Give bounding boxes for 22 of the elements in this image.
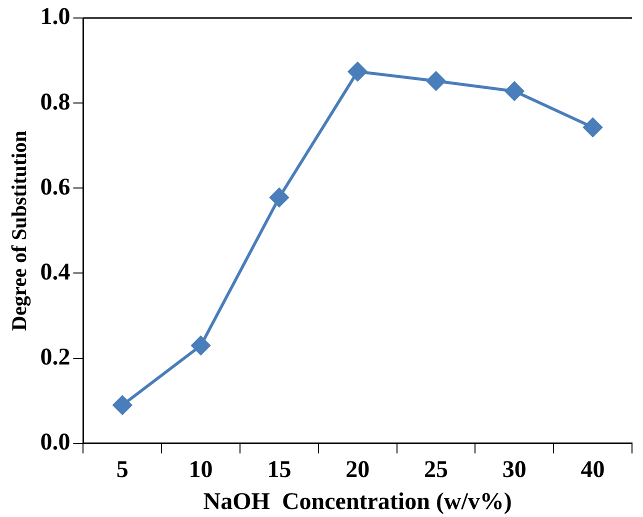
point: [191, 336, 210, 356]
x-tick-label: 10: [188, 457, 213, 484]
y-tick-label: 0.6: [40, 174, 70, 200]
point: [270, 188, 289, 208]
point: [504, 82, 524, 101]
x-axis-title: NaOH Concentration (w/v%): [203, 488, 512, 515]
y-tick-label: 0.2: [40, 344, 70, 371]
y-axis-title: Degree of Substitution: [7, 130, 32, 331]
point: [112, 396, 132, 415]
point: [426, 71, 446, 90]
y-tick-label: 0.8: [40, 89, 70, 116]
y-tick-label: 0.0: [40, 430, 70, 456]
x-tick-label: 40: [580, 457, 605, 484]
x-tick-label: 20: [346, 457, 370, 484]
x-tick-label: 5: [116, 457, 128, 484]
point: [583, 118, 602, 137]
y-tick-label: 1.0: [40, 4, 70, 30]
point: [348, 62, 368, 82]
x-tick-label: 15: [267, 457, 292, 484]
y-tick-label: 0.4: [40, 259, 70, 286]
x-tick-label: 30: [502, 457, 526, 484]
x-tick-label: 25: [424, 457, 448, 484]
